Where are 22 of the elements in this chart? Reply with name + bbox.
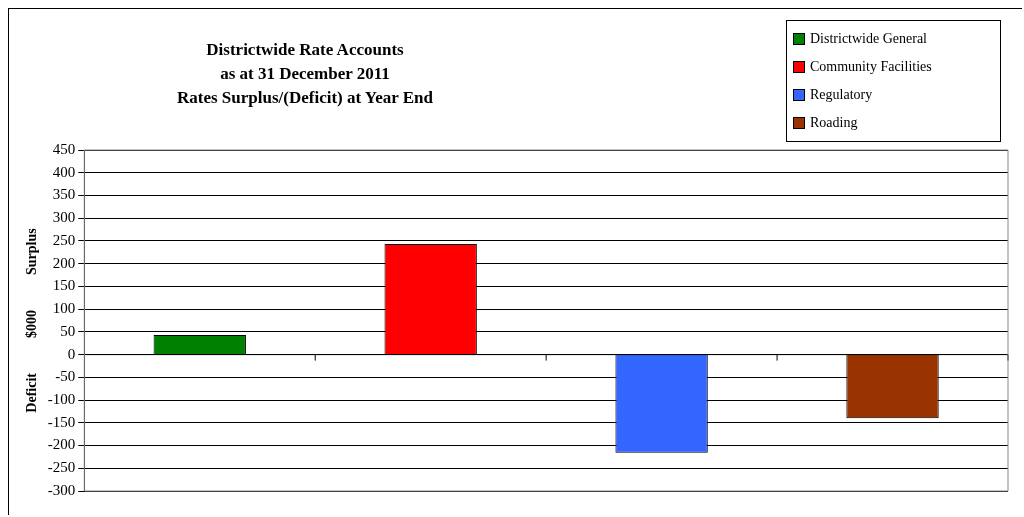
y-tick-label: -250 — [47, 459, 76, 476]
y-tick-label: 300 — [52, 209, 76, 226]
legend-label: Community Facilities — [810, 59, 932, 75]
legend-label: Roading — [810, 115, 858, 131]
y-tick-label: 0 — [67, 345, 76, 362]
y-tick-label: 150 — [52, 277, 76, 294]
legend-label: Districtwide General — [810, 31, 928, 47]
y-tick-label: -100 — [47, 391, 76, 407]
chart-title: Districtwide Rate Accounts as at 31 December 2011 Rates Surplus/(Deficit) at Year End — [176, 39, 434, 109]
y-tick-label: 450 — [52, 140, 76, 157]
y-tick-label: 200 — [52, 254, 76, 271]
y-tick-label: 350 — [52, 186, 76, 203]
y-tick-label: 250 — [52, 231, 76, 248]
y-tick-label: -150 — [47, 413, 76, 430]
y-tick-label: 400 — [52, 163, 76, 180]
y-tick-label: -50 — [55, 368, 76, 385]
y-tick-label: 50 — [60, 322, 76, 339]
legend-label: Regulatory — [810, 87, 873, 103]
y-tick-label: -200 — [47, 436, 76, 453]
y-tick-label: -300 — [47, 481, 76, 498]
y-tick-label: 100 — [52, 300, 76, 317]
y-axis-title: Deficit $000 Surplus — [24, 227, 40, 413]
